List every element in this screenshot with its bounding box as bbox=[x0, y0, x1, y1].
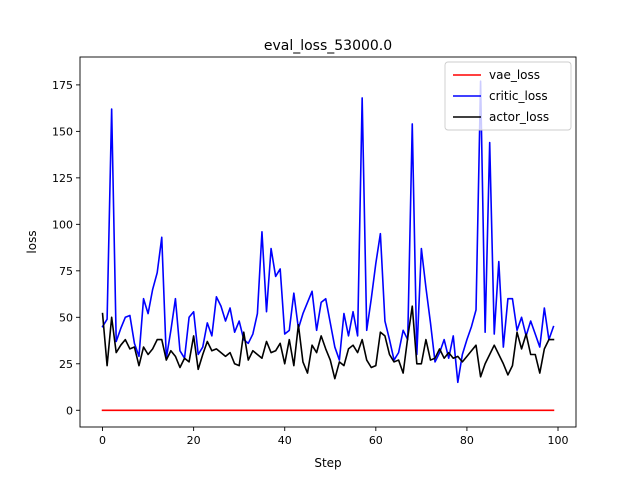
legend-label-critic-loss: critic_loss bbox=[489, 89, 548, 103]
legend-label-actor-loss: actor_loss bbox=[489, 110, 549, 124]
x-tick-label: 80 bbox=[460, 434, 474, 447]
x-tick-label: 40 bbox=[278, 434, 292, 447]
y-tick-label: 50 bbox=[59, 311, 73, 324]
plot-area: 0 20 40 60 80 100 0 25 50 75 100 125 150 175 vae_lossc… bbox=[52, 56, 577, 447]
y-tick-label: 175 bbox=[52, 79, 73, 92]
series-line-actor-loss bbox=[101, 305, 555, 380]
legend-box bbox=[444, 61, 572, 131]
y-tick-label: 25 bbox=[59, 358, 73, 371]
x-tick-label: 20 bbox=[187, 434, 201, 447]
x-tick-label: 60 bbox=[369, 434, 383, 447]
y-tick-label: 150 bbox=[52, 125, 73, 138]
chart-title: eval_loss_53000.0 bbox=[264, 38, 392, 54]
x-tick-label: 0 bbox=[99, 434, 106, 447]
y-tick-label: 100 bbox=[52, 218, 73, 231]
x-tick-label: 100 bbox=[548, 434, 569, 447]
series-line-critic-loss bbox=[101, 80, 555, 384]
y-tick-label: 75 bbox=[59, 265, 73, 278]
y-tick-label: 0 bbox=[66, 404, 73, 417]
y-tick-label: 125 bbox=[52, 172, 73, 185]
x-axis-label: Step bbox=[314, 456, 341, 470]
legend-label-vae-loss: vae_loss bbox=[489, 68, 540, 82]
axes-frame bbox=[79, 56, 577, 428]
y-axis-label: loss bbox=[25, 230, 39, 253]
